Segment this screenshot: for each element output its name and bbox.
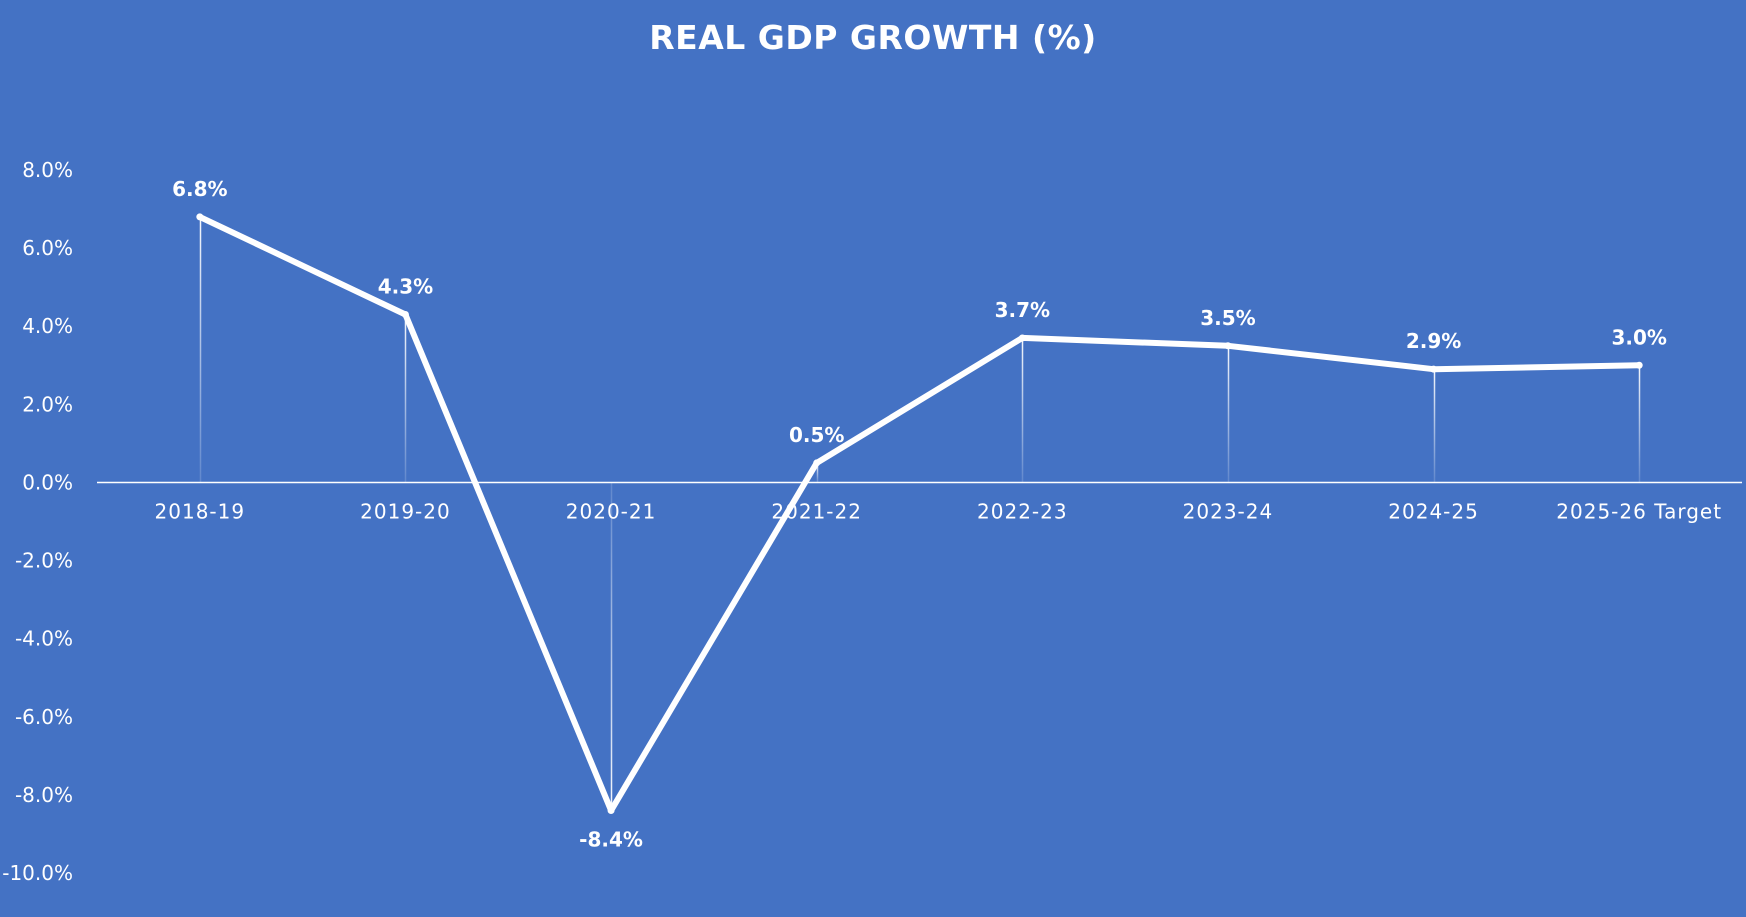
x-category-label: 2024-25 <box>1388 499 1479 523</box>
y-tick-label: -4.0% <box>15 627 73 651</box>
drop-line <box>1433 369 1436 483</box>
data-point <box>1018 334 1026 342</box>
drop-line <box>610 482 613 811</box>
data-point <box>813 459 821 467</box>
x-category-label: 2025-26 Target <box>1556 499 1722 523</box>
x-category-label: 2019-20 <box>360 499 451 523</box>
data-label: 2.9% <box>1406 329 1461 353</box>
drop-line <box>1638 365 1641 483</box>
data-label: 3.7% <box>995 298 1050 322</box>
x-category-label: 2022-23 <box>977 499 1068 523</box>
data-point <box>1430 365 1438 373</box>
drop-line <box>404 314 407 483</box>
y-tick-label: 4.0% <box>22 314 73 338</box>
x-category-label: 2018-19 <box>155 499 246 523</box>
data-point <box>1635 361 1643 369</box>
y-tick-label: -10.0% <box>2 861 73 885</box>
y-tick-label: -6.0% <box>15 705 73 729</box>
y-tick-label: 0.0% <box>22 470 73 494</box>
drop-line <box>1021 337 1024 483</box>
data-point <box>1224 342 1232 350</box>
data-label: 6.8% <box>172 177 227 201</box>
data-label: 0.5% <box>789 423 844 447</box>
y-tick-label: 6.0% <box>22 236 73 260</box>
data-point <box>196 213 204 221</box>
data-point <box>401 311 409 319</box>
data-point <box>607 807 615 815</box>
x-category-label: 2023-24 <box>1183 499 1274 523</box>
drop-line <box>1227 345 1230 483</box>
y-tick-label: 8.0% <box>22 158 73 182</box>
data-label: 3.5% <box>1200 306 1255 330</box>
x-category-label: 2020-21 <box>566 499 657 523</box>
drop-line <box>816 462 819 483</box>
data-label: 4.3% <box>378 275 433 299</box>
series-line <box>196 213 1643 814</box>
drop-line <box>199 216 202 483</box>
y-tick-label: -2.0% <box>15 549 73 573</box>
data-label: -8.4% <box>579 828 643 852</box>
chart-title: REAL GDP GROWTH (%) <box>649 18 1097 57</box>
data-label: 3.0% <box>1611 325 1666 349</box>
y-tick-label: -8.0% <box>15 783 73 807</box>
y-tick-label: 2.0% <box>22 392 73 416</box>
